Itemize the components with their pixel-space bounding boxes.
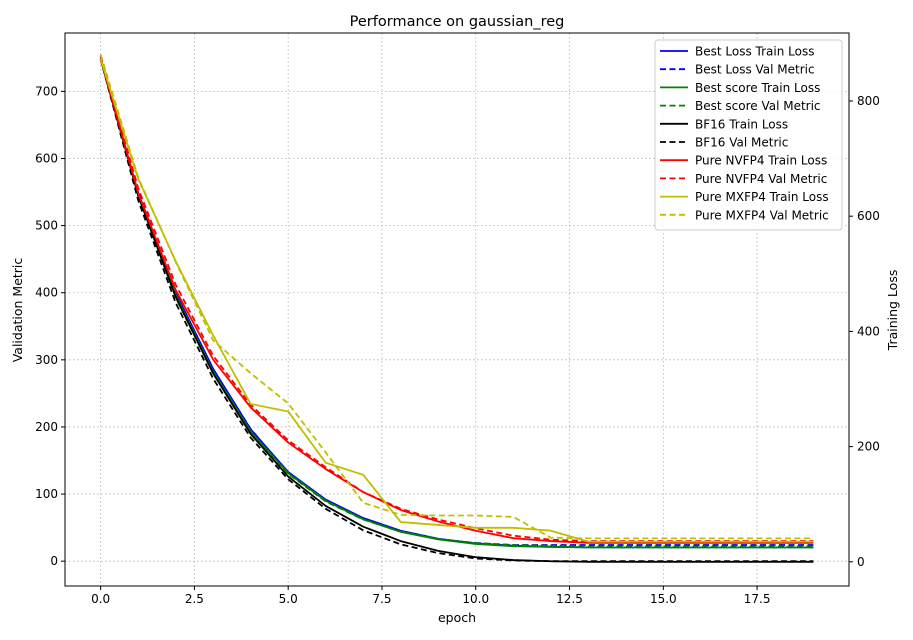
- series-pure-mxfp4-val-metric: [99, 54, 814, 540]
- legend-label: Pure MXFP4 Train Loss: [695, 190, 829, 204]
- x-tick-label: 7.5: [372, 592, 391, 606]
- y-right-tick-label: 600: [857, 209, 880, 223]
- chart-title: Performance on gaussian_reg: [350, 14, 565, 30]
- x-tick-label: 10.0: [462, 592, 489, 606]
- y-left-tick-label: 500: [35, 219, 58, 233]
- x-tick-label: 0.0: [91, 592, 110, 606]
- plot-frame: [64, 32, 850, 587]
- legend-label: Best score Train Loss: [695, 81, 820, 95]
- legend-box: [654, 39, 843, 231]
- legend-label: Best Loss Train Loss: [695, 45, 814, 59]
- series-best-score-val-metric: [99, 56, 814, 548]
- x-tick-label: 17.5: [744, 592, 771, 606]
- x-tick-label: 12.5: [556, 592, 583, 606]
- y-left-tick-label: 300: [35, 353, 58, 367]
- y-right-tick-label: 400: [857, 324, 880, 338]
- y-right-tick-label: 0: [857, 555, 865, 569]
- y-left-tick-label: 600: [35, 151, 58, 165]
- legend-label: BF16 Val Metric: [695, 136, 788, 150]
- series-bf16-train-loss: [99, 58, 814, 563]
- x-tick-label: 5.0: [279, 592, 298, 606]
- legend-label: Pure MXFP4 Val Metric: [695, 208, 829, 222]
- series-layer: [99, 54, 814, 563]
- y-left-tick-label: 0: [50, 554, 58, 568]
- y-left-tick-label: 200: [35, 420, 58, 434]
- y-axis-left-label: Validation Metric: [10, 258, 25, 363]
- legend-label: Pure NVFP4 Val Metric: [695, 172, 827, 186]
- y-axis-right: 0 200 400 600 800: [849, 94, 880, 569]
- y-left-tick-label: 700: [35, 84, 58, 98]
- y-right-tick-label: 800: [857, 94, 880, 108]
- y-right-tick-label: 200: [857, 440, 880, 454]
- y-left-tick-label: 100: [35, 487, 58, 501]
- y-left-tick-label: 400: [35, 286, 58, 300]
- legend-label: Best Loss Val Metric: [695, 63, 815, 77]
- x-axis: 0.0 2.5 5.0 7.5 10.0 12.5 15.0 17.5: [91, 586, 770, 606]
- x-tick-label: 2.5: [185, 592, 204, 606]
- legend: Best Loss Train Loss Best Loss Val Metric…: [654, 39, 843, 231]
- x-axis-label: epoch: [438, 610, 476, 625]
- legend-label: Pure NVFP4 Train Loss: [695, 154, 827, 168]
- y-axis-left: 0 100 200 300 400 500 600 700: [35, 84, 65, 568]
- legend-label: Best score Val Metric: [695, 99, 821, 113]
- y-axis-right-label: Training Loss: [885, 270, 900, 352]
- legend-label: BF16 Train Loss: [695, 117, 788, 131]
- x-tick-label: 15.0: [650, 592, 677, 606]
